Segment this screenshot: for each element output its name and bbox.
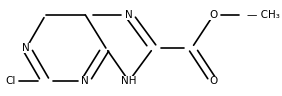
Text: Cl: Cl bbox=[6, 76, 16, 86]
Text: N: N bbox=[23, 43, 30, 53]
Text: N: N bbox=[125, 10, 133, 20]
Text: — CH₃: — CH₃ bbox=[247, 10, 280, 20]
Text: NH: NH bbox=[121, 76, 137, 86]
Text: O: O bbox=[210, 76, 218, 86]
Text: O: O bbox=[210, 10, 218, 20]
Text: N: N bbox=[81, 76, 89, 86]
